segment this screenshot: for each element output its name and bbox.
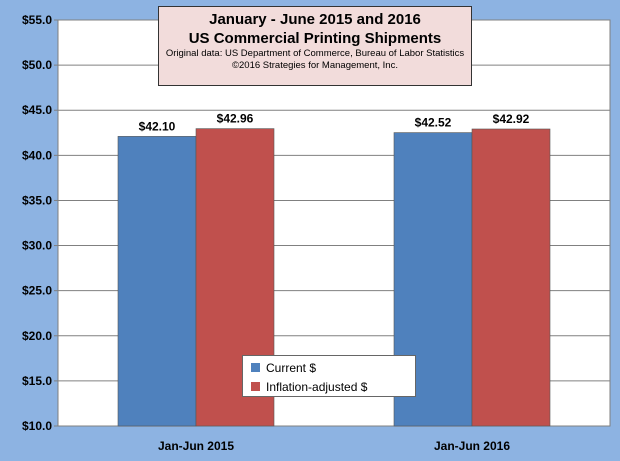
y-tick-label: $25.0 [22, 284, 52, 298]
y-tick-label: $50.0 [22, 58, 52, 72]
chart-copyright-line: ©2016 Strategies for Management, Inc. [232, 60, 398, 71]
y-tick-label: $35.0 [22, 193, 52, 207]
y-tick-label: $30.0 [22, 239, 52, 253]
chart-subtitle: US Commercial Printing Shipments [188, 30, 442, 47]
y-tick-label: $10.0 [22, 419, 52, 433]
legend-swatch-inflation-adjusted [251, 382, 260, 391]
legend-label-current: Current $ [266, 360, 317, 375]
chart-title: January - June 2015 and 2016 [209, 11, 421, 28]
bar-current-0 [117, 136, 197, 427]
chart-title-box: January - June 2015 and 2016 US Commerci… [158, 6, 472, 86]
legend-label-inflation-adjusted: Inflation-adjusted $ [266, 379, 368, 394]
data-label: $42.52 [415, 116, 452, 130]
data-label: $42.92 [493, 112, 530, 126]
x-tick-label: Jan-Jun 2015 [158, 439, 234, 453]
y-tick-label: $15.0 [22, 374, 52, 388]
legend-swatch-current [251, 363, 260, 372]
legend-item-inflation-adjusted: Inflation-adjusted $ [251, 377, 415, 396]
data-label: $42.10 [139, 119, 176, 133]
y-tick-label: $40.0 [22, 148, 52, 162]
y-tick-label: $55.0 [22, 13, 52, 27]
legend-item-current: Current $ [251, 358, 415, 377]
chart-legend: Current $ Inflation-adjusted $ [242, 355, 416, 397]
chart-source-line: Original data: US Department of Commerce… [165, 48, 465, 59]
x-tick-label: Jan-Jun 2016 [434, 439, 510, 453]
y-tick-label: $20.0 [22, 329, 52, 343]
data-label: $42.96 [217, 112, 254, 126]
bar-inflation-adjusted-1 [471, 128, 551, 427]
y-tick-label: $45.0 [22, 103, 52, 117]
